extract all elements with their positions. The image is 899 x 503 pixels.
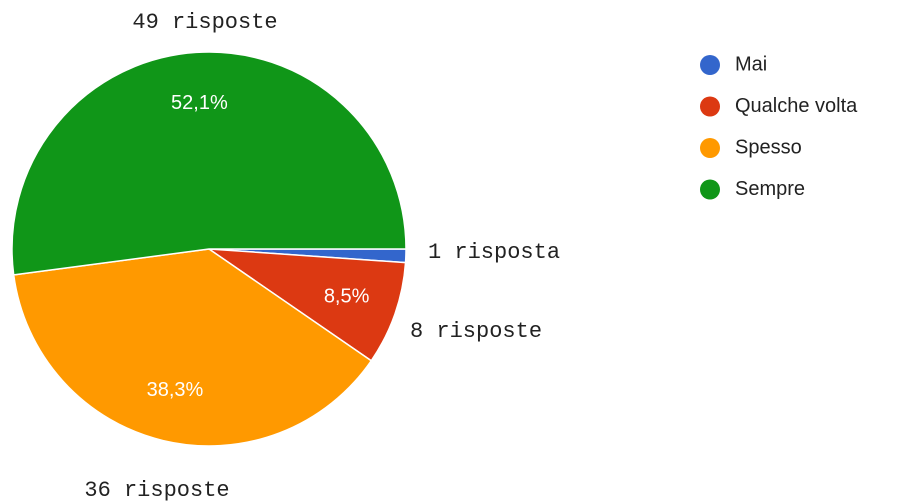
count-label: 49 risposte xyxy=(132,10,277,35)
pie-slice xyxy=(206,248,407,362)
pie-slice xyxy=(12,248,373,447)
count-label: 8 risposte xyxy=(410,319,542,344)
slice-label: 38,3% xyxy=(147,379,204,401)
legend-label: Mai xyxy=(735,53,767,75)
slice-label: 8,5% xyxy=(324,285,370,307)
legend-label: Qualche volta xyxy=(735,95,858,117)
legend-label: Spesso xyxy=(735,136,802,158)
pie-slice xyxy=(11,51,407,276)
slice-label: 52,1% xyxy=(171,92,228,114)
count-label: 36 risposte xyxy=(84,478,229,503)
legend-swatch xyxy=(700,138,720,158)
legend-label: Sempre xyxy=(735,178,805,200)
legend-swatch xyxy=(700,96,720,117)
legend-swatch xyxy=(700,179,720,200)
count-label: 1 risposta xyxy=(428,240,560,265)
legend-swatch xyxy=(700,55,720,75)
